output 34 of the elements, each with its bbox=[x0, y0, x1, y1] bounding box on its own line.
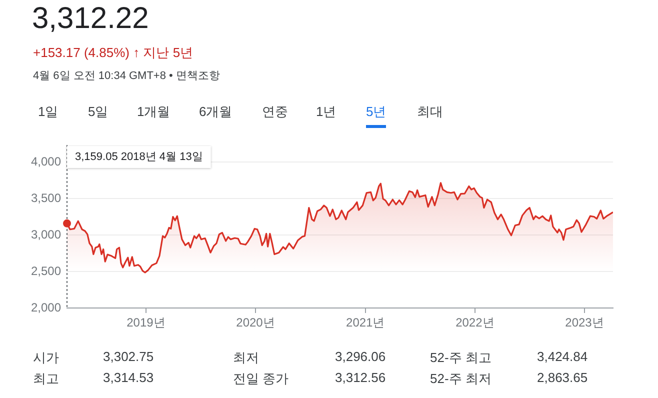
text: 5년 bbox=[366, 103, 386, 128]
y-tick-label: 3,000 bbox=[30, 227, 62, 242]
text: 전일 종가 bbox=[233, 370, 289, 388]
text: 5일 bbox=[88, 103, 108, 121]
text: 1개월 bbox=[137, 103, 170, 121]
text: 52-주 최고 bbox=[430, 349, 492, 367]
y-tick-label: 2,000 bbox=[30, 300, 62, 314]
annotation: 3,159.05 2018년 4월 13일 bbox=[75, 151, 203, 164]
text: 3,314.53 bbox=[103, 370, 154, 385]
x-tick-label: 2023년 bbox=[565, 316, 604, 330]
x-tick-label: 2022년 bbox=[456, 316, 494, 330]
text: 최대 bbox=[417, 103, 443, 121]
text: 최저 bbox=[233, 349, 259, 367]
text: 2,863.65 bbox=[537, 370, 588, 385]
y-tick-label: 2,500 bbox=[30, 264, 62, 278]
text: 3,312.56 bbox=[335, 370, 386, 385]
chart-title: 3,312.22 bbox=[32, 2, 149, 36]
text: 최고 bbox=[33, 370, 59, 388]
text: 1년 bbox=[316, 103, 336, 121]
text: 6개월 bbox=[199, 103, 232, 121]
y-tick-label: 4,000 bbox=[30, 154, 62, 168]
text: 52-주 최저 bbox=[430, 370, 492, 388]
text: 시가 bbox=[33, 349, 59, 367]
x-tick-label: 2021년 bbox=[346, 316, 385, 330]
text: 3,424.84 bbox=[537, 349, 588, 364]
text: 연중 bbox=[262, 103, 288, 121]
text: 3,302.75 bbox=[103, 349, 154, 364]
text: 1일 bbox=[38, 103, 58, 121]
text: 4월 6일 오전 10:34 GMT+8 • 면책조항 bbox=[33, 69, 220, 83]
x-tick-label: 2019년 bbox=[126, 316, 166, 330]
chart-subtitle: +153.17 (4.85%) ↑ 지난 5년 bbox=[33, 44, 194, 62]
text: 3,296.06 bbox=[335, 349, 386, 364]
y-tick-label: 3,500 bbox=[30, 190, 62, 205]
x-tick-label: 2020년 bbox=[236, 316, 275, 330]
